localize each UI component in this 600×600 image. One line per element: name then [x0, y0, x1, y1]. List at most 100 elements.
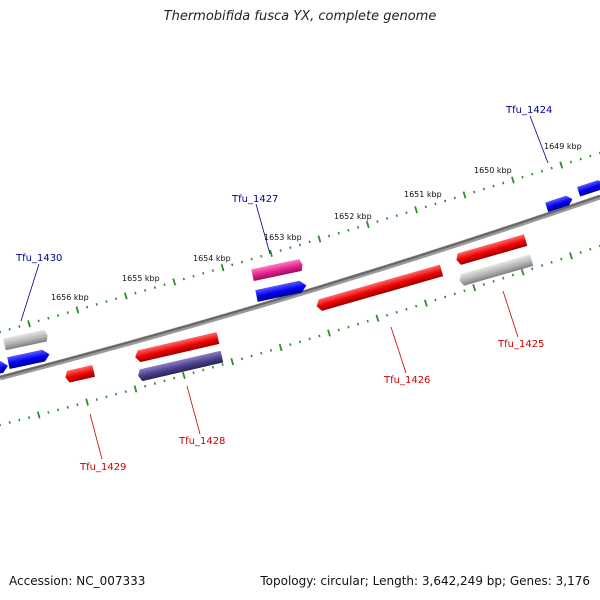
kbp-label-1651: 1651 kbp — [404, 190, 442, 199]
minor-tick — [134, 291, 137, 295]
gene-tfu-1425-grey-arrow[interactable] — [458, 254, 534, 286]
major-tick — [133, 385, 138, 393]
minor-tick — [308, 337, 311, 341]
minor-tick — [308, 240, 311, 244]
kbp-scale-labels: 1649 kbp 1650 kbp 1651 kbp 1652 kbp 1653… — [51, 142, 582, 302]
minor-tick — [56, 314, 60, 317]
minor-tick — [47, 316, 50, 320]
minor-tick — [18, 325, 21, 328]
forward-tick-track — [0, 151, 600, 334]
gene-tfu-1427-arrow[interactable] — [251, 259, 303, 282]
gene-label-tfu-1424[interactable]: Tfu_1424 — [505, 105, 552, 116]
gene-blue-arrow-near-1427[interactable] — [255, 280, 307, 302]
gene-label-tfu-1427[interactable]: Tfu_1427 — [231, 194, 278, 205]
minor-tick — [444, 295, 447, 299]
minor-tick — [531, 267, 534, 271]
minor-tick — [347, 325, 350, 329]
minor-tick — [550, 166, 553, 170]
minor-tick — [57, 408, 60, 412]
minor-tick — [453, 196, 456, 200]
minor-tick — [202, 271, 205, 275]
minor-tick — [502, 181, 505, 185]
gene-label-tfu-1430[interactable]: Tfu_1430 — [15, 253, 62, 264]
minor-tick — [18, 418, 21, 422]
minor-tick — [318, 334, 321, 338]
minor-tick — [124, 390, 127, 394]
minor-tick — [327, 234, 331, 238]
minor-tick — [337, 231, 340, 235]
minor-tick — [385, 217, 389, 220]
minor-tick — [376, 220, 379, 223]
major-tick — [172, 278, 177, 286]
minor-tick — [105, 395, 108, 399]
minor-tick — [579, 157, 582, 161]
gene-tfu-1425-red-arrow[interactable] — [455, 234, 528, 265]
minor-tick — [47, 411, 50, 414]
minor-tick — [337, 328, 340, 332]
minor-tick — [37, 319, 40, 323]
gene-tfu-1429-arrow[interactable] — [64, 365, 95, 383]
minor-tick — [269, 348, 273, 352]
major-tick — [220, 264, 225, 272]
gene-tfu-1426-arrow[interactable] — [315, 264, 444, 312]
gene-tfu-1430-arrow[interactable] — [3, 329, 49, 351]
gene-label-tfu-1426[interactable]: Tfu_1426 — [383, 375, 430, 386]
minor-tick — [356, 322, 360, 326]
minor-tick — [144, 288, 147, 292]
accession-text: Accession: NC_007333 — [9, 574, 146, 588]
minor-tick — [66, 405, 69, 409]
gene-label-tfu-1425[interactable]: Tfu_1425 — [497, 339, 544, 350]
major-tick — [472, 284, 477, 292]
minor-tick — [221, 363, 224, 366]
minor-tick — [395, 310, 398, 314]
minor-tick — [405, 307, 408, 311]
kbp-label-1654: 1654 kbp — [193, 254, 231, 263]
minor-tick — [153, 286, 156, 289]
minor-tick — [356, 225, 360, 229]
minor-tick — [95, 398, 98, 401]
minor-tick — [366, 319, 369, 323]
minor-tick — [453, 292, 456, 296]
major-tick — [520, 268, 525, 276]
gene-tfu-1424-arrow[interactable] — [545, 194, 574, 213]
minor-tick — [511, 273, 515, 277]
gene-tfu-1428-red-arrow[interactable] — [134, 332, 220, 363]
minor-tick — [569, 160, 573, 164]
kbp-label-1652: 1652 kbp — [334, 212, 372, 221]
minor-tick — [95, 302, 98, 306]
gene-blue-arrow-left-edge[interactable] — [0, 360, 9, 376]
minor-tick — [76, 403, 79, 407]
minor-tick — [550, 260, 553, 264]
kbp-label-1649: 1649 kbp — [544, 142, 582, 151]
minor-tick — [444, 199, 447, 203]
gene-label-tfu-1429[interactable]: Tfu_1429 — [79, 462, 126, 473]
minor-tick — [415, 304, 418, 308]
minor-tick — [395, 214, 398, 218]
minor-tick — [211, 365, 214, 369]
minor-tick — [250, 257, 253, 261]
minor-tick — [115, 297, 118, 301]
kbp-label-1650: 1650 kbp — [474, 166, 512, 175]
minor-tick — [163, 379, 166, 383]
major-tick — [317, 235, 322, 243]
major-tick — [375, 314, 380, 322]
minor-tick — [231, 263, 234, 267]
kbp-label-1653: 1653 kbp — [264, 233, 302, 242]
minor-tick — [105, 300, 108, 303]
gene-tfu-1428-slate-arrow[interactable] — [137, 350, 224, 382]
gene-label-tfu-1428[interactable]: Tfu_1428 — [178, 436, 225, 447]
gene-labels: Tfu_1424 Tfu_1427 Tfu_1430 Tfu_1425 Tfu_… — [15, 105, 552, 473]
minor-tick — [424, 205, 427, 209]
gene-blue-arrow-near-1430[interactable] — [7, 349, 51, 370]
minor-tick — [153, 382, 156, 385]
major-tick — [423, 299, 428, 307]
major-tick — [269, 249, 273, 257]
gene-blue-arrow-right-edge[interactable] — [577, 179, 600, 197]
map-title: Thermobifida fusca YX, complete genome — [163, 9, 437, 24]
minor-tick — [279, 249, 282, 252]
minor-tick — [531, 172, 534, 176]
minor-tick — [298, 243, 302, 247]
minor-tick — [492, 280, 495, 283]
major-tick — [462, 191, 467, 199]
